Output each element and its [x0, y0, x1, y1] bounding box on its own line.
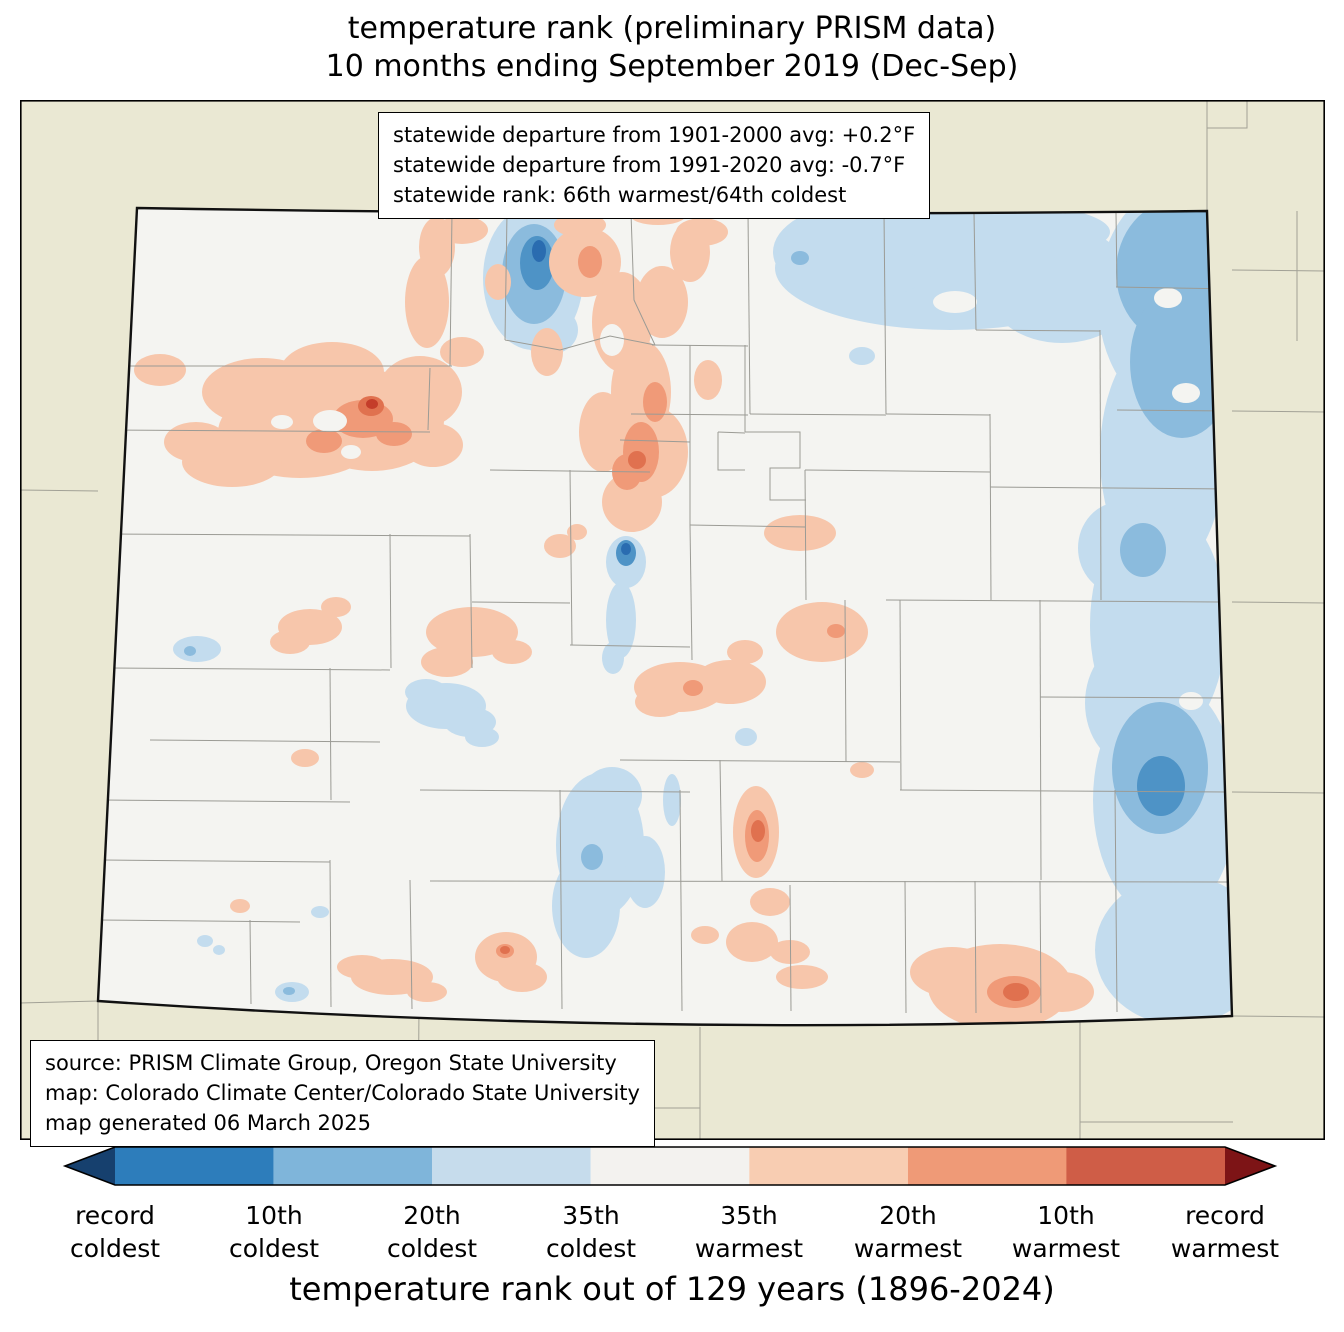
warm-regions: [134, 208, 1094, 1026]
neutral-gaps: [271, 288, 1203, 710]
colorbar-label-35th-coldest: 35th coldest: [545, 1201, 637, 1263]
chart-title: temperature rank (preliminary PRISM data…: [0, 10, 1344, 85]
colorbar-label-record-coldest: record coldest: [69, 1201, 161, 1263]
colorbar-segment-3: [590, 1147, 750, 1185]
colorbar-right-arrow: [1225, 1147, 1275, 1185]
map-frame: [20, 100, 1325, 1140]
colorbar-label-35th-warmest: 35th warmest: [694, 1201, 804, 1263]
colorbar-segment-5: [907, 1147, 1067, 1185]
colorbar-label-20th-coldest: 20th coldest: [386, 1201, 478, 1263]
colorbar-label-10th-warmest: 10th warmest: [1011, 1201, 1121, 1263]
colorado-temperature-rank-map: [20, 100, 1325, 1140]
stats-line-1: statewide departure from 1901-2000 avg: …: [393, 123, 916, 147]
stats-line-3: statewide rank: 66th warmest/64th coldes…: [393, 182, 847, 207]
colorbar-caption: temperature rank out of 129 years (1896-…: [289, 1270, 1055, 1308]
chart-title-line1: temperature rank (preliminary PRISM data…: [347, 11, 997, 46]
colorbar-left-arrow: [65, 1147, 115, 1185]
colorbar-segment-1: [273, 1147, 433, 1185]
neighbor-state-lines: [20, 100, 1325, 1140]
source-attribution-box: source: PRISM Climate Group, Oregon Stat…: [30, 1040, 655, 1148]
colorbar-label-record-warmest: record warmest: [1170, 1201, 1280, 1263]
colorbar-segment-0: [115, 1147, 274, 1185]
source-line-1: source: PRISM Climate Group, Oregon Stat…: [45, 1051, 617, 1075]
colorbar-segment-6: [1066, 1147, 1225, 1185]
stats-line-2: statewide departure from 1991-2020 avg: …: [393, 152, 906, 177]
source-line-2: map: Colorado Climate Center/Colorado St…: [45, 1080, 640, 1105]
colorbar-segment-4: [749, 1147, 908, 1185]
temperature-rank-colorbar: [62, 1146, 1278, 1186]
colorbar-segment-2: [432, 1147, 591, 1185]
source-line-3: map generated 06 March 2025: [45, 1110, 372, 1135]
colorbar-label-20th-warmest: 20th warmest: [853, 1201, 963, 1263]
county-lines: [98, 212, 1232, 1014]
colorbar-label-10th-coldest: 10th coldest: [228, 1201, 320, 1263]
chart-title-line2: 10 months ending September 2019 (Dec-Sep…: [325, 48, 1019, 84]
statewide-stats-box: statewide departure from 1901-2000 avg: …: [378, 112, 931, 220]
